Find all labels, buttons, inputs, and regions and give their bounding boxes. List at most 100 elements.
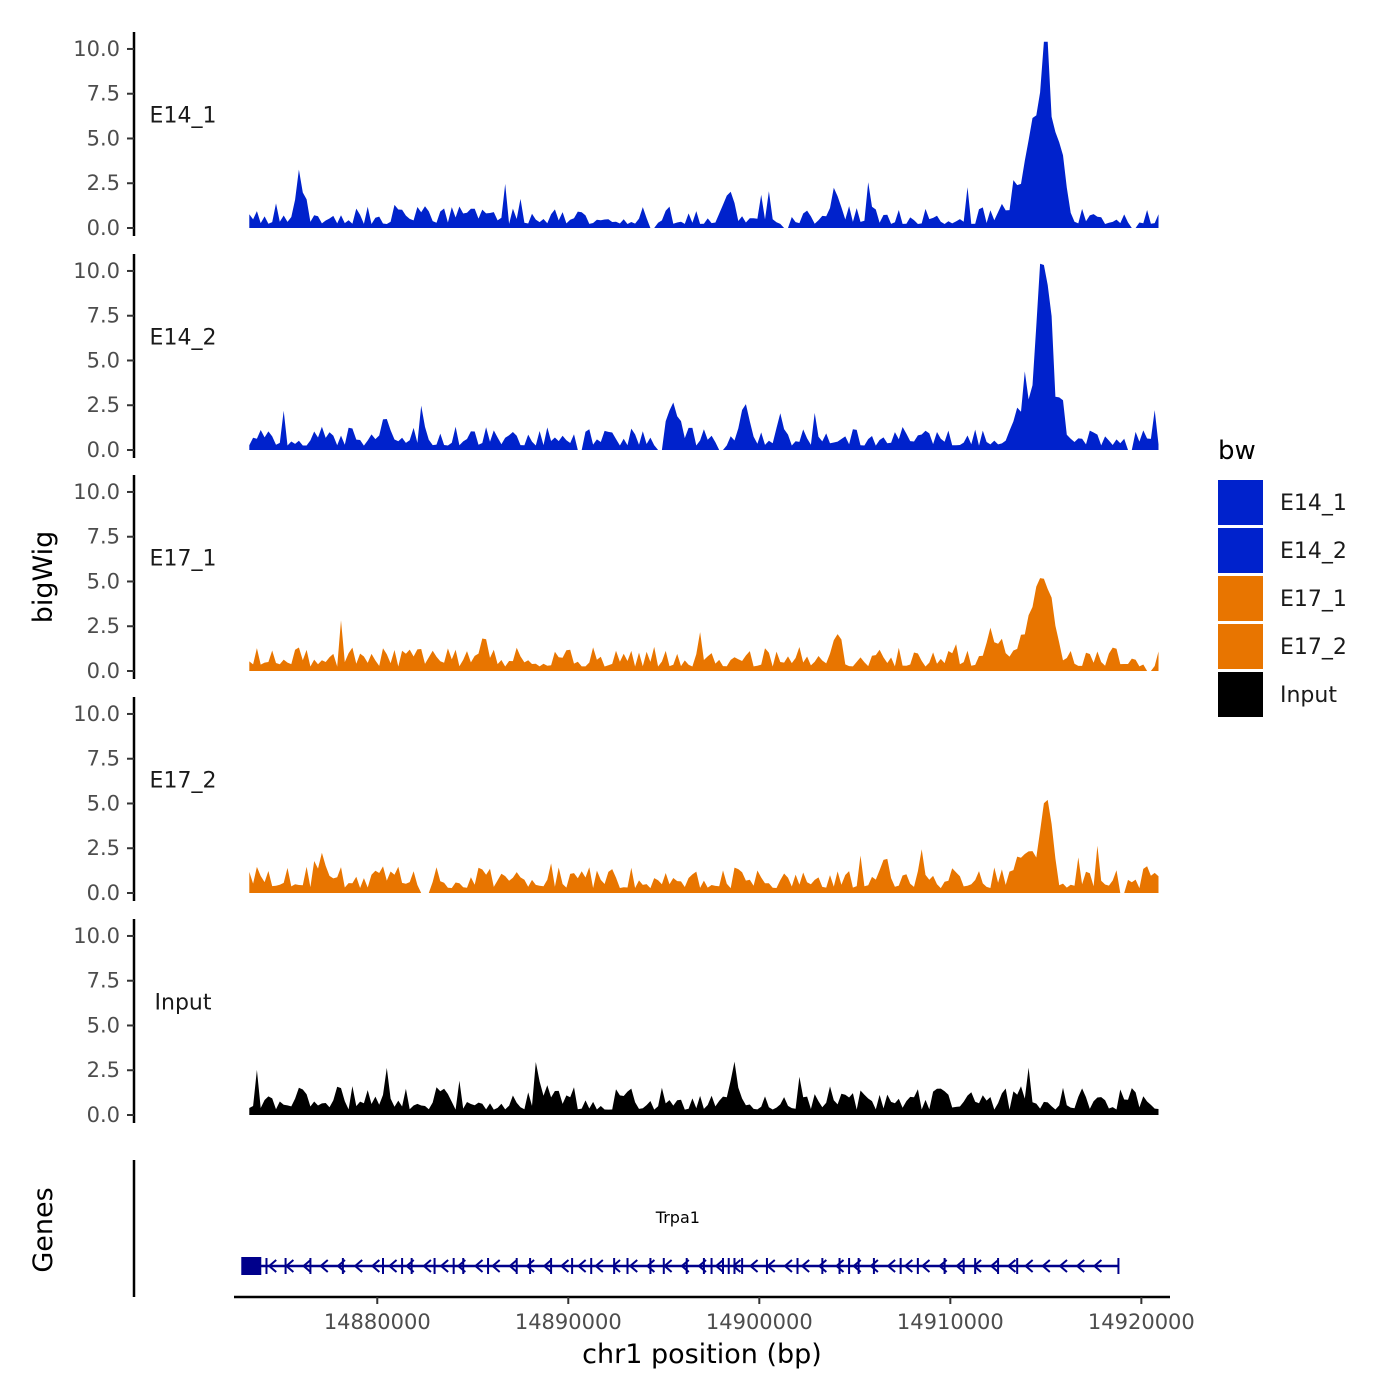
y-tick-label: 7.5 (87, 82, 120, 106)
legend-key (1218, 528, 1263, 573)
strand-arrow (439, 1259, 449, 1273)
signal-tracks: 0.0 2.5 5.0 7.5 10.0 E14_1 0.0 2.5 5.0 7.5 10.0 E14… (73, 32, 1159, 1127)
y-tick-label: 5.0 (87, 569, 120, 593)
gene-Trpa1: Trpa1 (241, 1208, 1120, 1275)
track-E17_2: 0.0 2.5 5.0 7.5 10.0 E17_2 (73, 697, 1159, 905)
y-tick-label: 0.0 (87, 881, 120, 905)
y-tick-label: 7.5 (87, 747, 120, 771)
strand-arrow (628, 1259, 638, 1273)
track-label: Input (155, 990, 212, 1015)
strand-arrow (611, 1259, 621, 1273)
strand-arrow (559, 1259, 570, 1273)
y-tick-label: 7.5 (87, 304, 120, 328)
strand-arrow (1024, 1259, 1034, 1273)
strand-arrow (473, 1259, 484, 1273)
signal-area-Input (249, 1061, 1159, 1115)
strand-arrow (542, 1259, 552, 1273)
y-tick-label: 2.5 (87, 393, 120, 417)
strand-arrow (388, 1259, 398, 1273)
strand-arrow (749, 1259, 759, 1273)
y-tick-label: 2.5 (87, 171, 120, 195)
x-tick-label: 14880000 (324, 1310, 431, 1334)
strand-arrow (989, 1259, 999, 1273)
x-tick-label: 14910000 (897, 1310, 1004, 1334)
track-E14_2: 0.0 2.5 5.0 7.5 10.0 E14_2 (73, 254, 1159, 462)
signal-area-E14_2 (249, 263, 1159, 450)
legend-key (1218, 480, 1263, 525)
y-tick-label: 10.0 (73, 37, 120, 61)
x-tick-label: 14920000 (1088, 1310, 1195, 1334)
y-tick-label: 7.5 (87, 525, 120, 549)
legend-key (1218, 624, 1263, 669)
strand-arrow (491, 1259, 501, 1273)
track-E17_1: 0.0 2.5 5.0 7.5 10.0 E17_1 (73, 475, 1159, 683)
strand-arrow (903, 1259, 913, 1273)
strand-arrow (319, 1259, 329, 1273)
track-label: E17_1 (150, 546, 217, 571)
legend-key (1218, 576, 1263, 621)
y-axis-title: bigWig (28, 531, 59, 624)
strand-arrow (834, 1259, 845, 1273)
track-E14_1: 0.0 2.5 5.0 7.5 10.0 E14_1 (73, 32, 1159, 240)
track-Input: 0.0 2.5 5.0 7.5 10.0 Input (73, 919, 1159, 1127)
strand-arrow (869, 1259, 879, 1273)
y-tick-label: 5.0 (87, 1013, 120, 1037)
track-label: E14_2 (150, 325, 217, 350)
strand-arrow (783, 1259, 793, 1273)
y-tick-label: 0.0 (87, 216, 120, 240)
y-tick-label: 5.0 (87, 126, 120, 150)
legend-title: bw (1218, 436, 1256, 466)
gene-label: Trpa1 (655, 1208, 700, 1227)
genes-track: Trpa1 (132, 1160, 1120, 1297)
y-tick-label: 5.0 (87, 791, 120, 815)
x-axis-title: chr1 position (bp) (582, 1339, 822, 1370)
legend-label: E17_1 (1280, 587, 1347, 612)
strand-arrow (267, 1259, 277, 1273)
track-label: E14_1 (150, 103, 217, 128)
y-tick-label: 5.0 (87, 348, 120, 372)
strand-arrow (1006, 1259, 1017, 1273)
strand-arrow (1075, 1259, 1085, 1273)
x-tick-label: 14900000 (706, 1310, 813, 1334)
gene-exon-block (241, 1257, 262, 1275)
y-tick-label: 0.0 (87, 659, 120, 683)
legend-label: E17_2 (1280, 635, 1347, 660)
y-tick-label: 10.0 (73, 480, 120, 504)
strand-arrow (302, 1259, 312, 1273)
y-tick-label: 2.5 (87, 614, 120, 638)
strand-arrow (1041, 1259, 1051, 1273)
strand-arrow (955, 1259, 965, 1273)
strand-arrow (508, 1259, 518, 1273)
strand-arrow (370, 1259, 381, 1273)
y-tick-label: 2.5 (87, 836, 120, 860)
legend-label: E14_2 (1280, 539, 1347, 564)
strand-arrow (1058, 1259, 1068, 1273)
legend-label: E14_1 (1280, 491, 1347, 516)
strand-arrow (525, 1259, 535, 1273)
strand-arrow (577, 1259, 587, 1273)
signal-area-E14_1 (249, 41, 1159, 228)
y-tick-label: 7.5 (87, 969, 120, 993)
strand-arrow (817, 1259, 827, 1273)
signal-area-E17_1 (249, 578, 1159, 671)
legend-label: Input (1280, 683, 1337, 708)
strand-arrow (422, 1259, 432, 1273)
y-tick-label: 2.5 (87, 1058, 120, 1082)
signal-area-E17_2 (249, 799, 1159, 893)
strand-arrow (800, 1259, 810, 1273)
genes-track-title: Genes (28, 1187, 59, 1272)
strand-arrow (353, 1259, 363, 1273)
y-tick-label: 10.0 (73, 924, 120, 948)
x-tick-label: 14890000 (515, 1310, 622, 1334)
x-axis: 14880000 14890000 14900000 14910000 14920000 (234, 1295, 1195, 1334)
strand-arrow (594, 1259, 604, 1273)
legend-key (1218, 672, 1263, 717)
y-tick-label: 10.0 (73, 702, 120, 726)
axis-titles: bigWig Genes chr1 position (bp) (28, 531, 822, 1370)
strand-arrow (886, 1259, 896, 1273)
y-tick-label: 0.0 (87, 1103, 120, 1127)
strand-arrow (714, 1259, 724, 1273)
y-tick-label: 0.0 (87, 438, 120, 462)
strand-arrow (645, 1259, 656, 1273)
